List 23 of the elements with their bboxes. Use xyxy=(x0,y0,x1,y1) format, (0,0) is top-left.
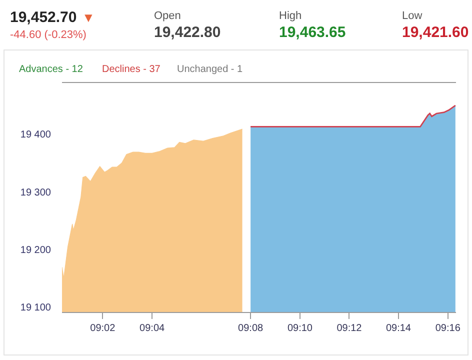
y-tick-label: 19 200 xyxy=(20,244,52,256)
y-tick-label: 19 300 xyxy=(20,187,52,198)
text: ▼ xyxy=(82,10,95,25)
x-tick-label: 09:10 xyxy=(287,323,313,334)
text: 19,452.70 xyxy=(10,9,77,26)
x-tick-label: 09:16 xyxy=(435,323,461,334)
x-tick-label: 09:12 xyxy=(336,323,362,334)
text: Declines - 37 xyxy=(102,64,161,75)
y-tick-label: 19 400 xyxy=(20,130,52,141)
text: Low xyxy=(402,10,422,22)
text: 19,463.65 xyxy=(279,24,346,41)
text: 19,421.60 xyxy=(402,24,469,41)
text: Advances - 12 xyxy=(19,64,84,75)
text: Open xyxy=(154,10,181,22)
text: 19,422.80 xyxy=(154,24,221,41)
x-tick-label: 09:02 xyxy=(90,323,116,334)
text: High xyxy=(279,10,302,22)
text: -44.60 (-0.23%) xyxy=(10,29,86,41)
x-tick-label: 09:14 xyxy=(386,323,412,334)
text: Unchanged - 1 xyxy=(177,64,244,75)
y-tick-label: 19 100 xyxy=(20,302,52,314)
x-tick-label: 09:08 xyxy=(238,323,264,334)
x-tick-label: 09:04 xyxy=(140,323,166,334)
